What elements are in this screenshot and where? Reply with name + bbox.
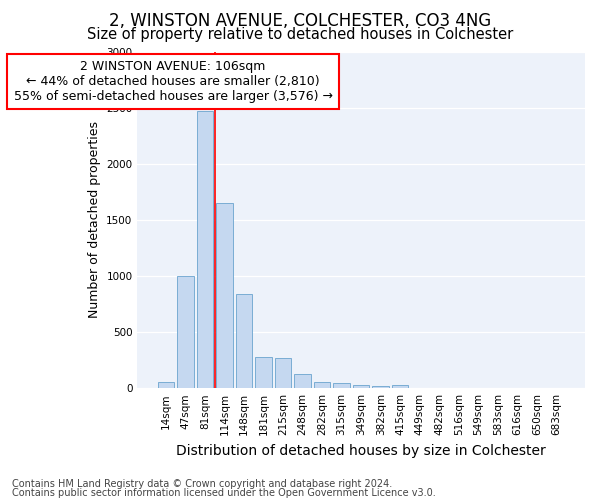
Bar xyxy=(334,382,350,388)
Bar xyxy=(353,385,370,388)
Bar xyxy=(255,358,272,388)
Text: Contains public sector information licensed under the Open Government Licence v3: Contains public sector information licen… xyxy=(12,488,436,498)
Bar xyxy=(294,374,311,388)
Text: Size of property relative to detached houses in Colchester: Size of property relative to detached ho… xyxy=(87,28,513,42)
Y-axis label: Number of detached properties: Number of detached properties xyxy=(88,122,101,318)
Bar xyxy=(216,203,233,388)
Bar xyxy=(373,386,389,388)
Bar xyxy=(314,382,331,388)
Bar xyxy=(158,382,174,388)
Bar xyxy=(236,294,253,388)
Text: 2 WINSTON AVENUE: 106sqm
← 44% of detached houses are smaller (2,810)
55% of sem: 2 WINSTON AVENUE: 106sqm ← 44% of detach… xyxy=(14,60,332,103)
Text: Contains HM Land Registry data © Crown copyright and database right 2024.: Contains HM Land Registry data © Crown c… xyxy=(12,479,392,489)
Bar xyxy=(197,111,213,388)
Bar xyxy=(392,385,409,388)
X-axis label: Distribution of detached houses by size in Colchester: Distribution of detached houses by size … xyxy=(176,444,546,458)
Text: 2, WINSTON AVENUE, COLCHESTER, CO3 4NG: 2, WINSTON AVENUE, COLCHESTER, CO3 4NG xyxy=(109,12,491,30)
Bar xyxy=(177,276,194,388)
Bar xyxy=(275,358,292,388)
